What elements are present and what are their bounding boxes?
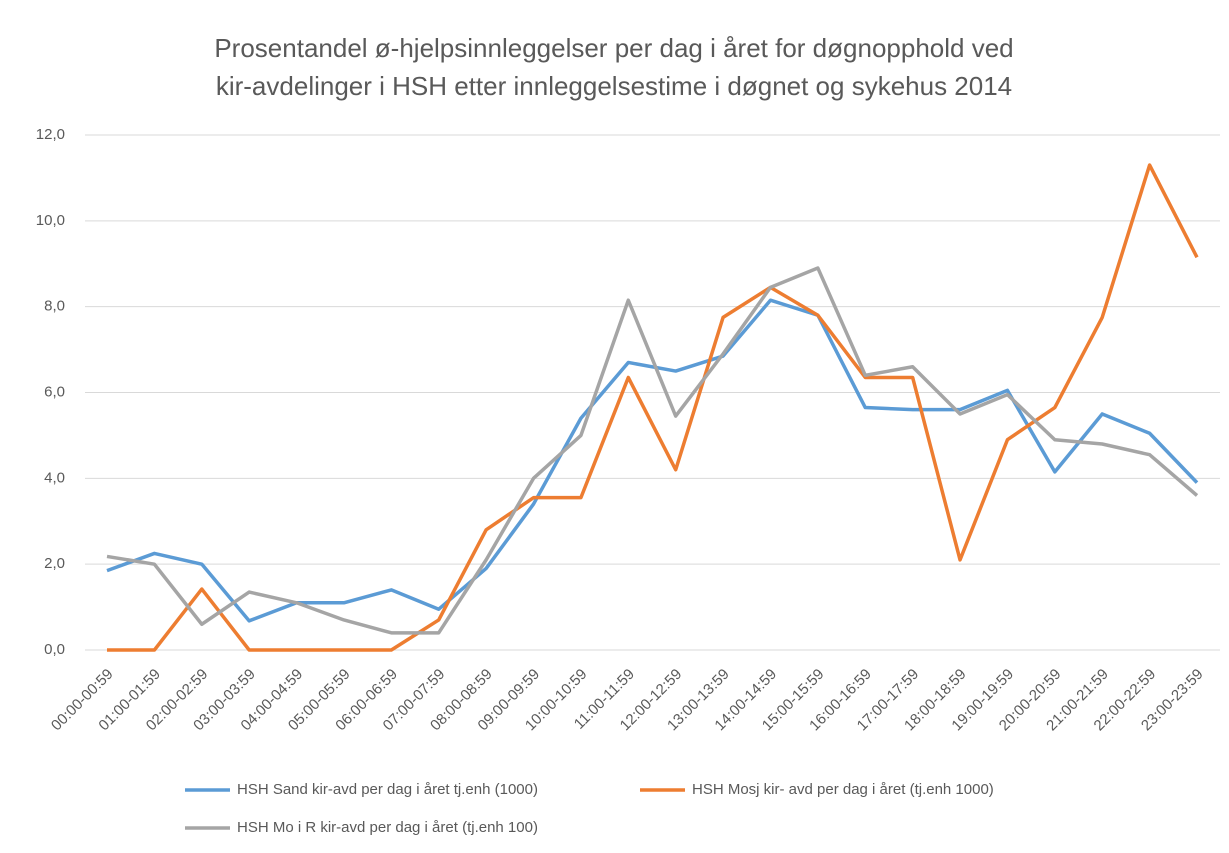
chart-title: kir-avdelinger i HSH etter innleggelsest… [216,71,1012,101]
line-series [107,163,1199,652]
chart-title: Prosentandel ø-hjelpsinnleggelser per da… [214,33,1013,63]
y-tick-label: 4,0 [44,469,65,486]
y-tick-label: 0,0 [44,641,65,658]
y-tick-label: 8,0 [44,298,65,315]
y-tick-label: 12,0 [36,126,65,143]
y-tick-label: 10,0 [36,212,65,229]
legend-label: HSH Mosj kir- avd per dag i året (tj.enh… [692,781,994,798]
y-tick-label: 2,0 [44,555,65,572]
legend-label: HSH Mo i R kir-avd per dag i året (tj.en… [237,819,538,836]
line-series [106,266,1199,635]
y-tick-label: 6,0 [44,383,65,400]
legend-label: HSH Sand kir-avd per dag i året tj.enh (… [237,781,538,798]
